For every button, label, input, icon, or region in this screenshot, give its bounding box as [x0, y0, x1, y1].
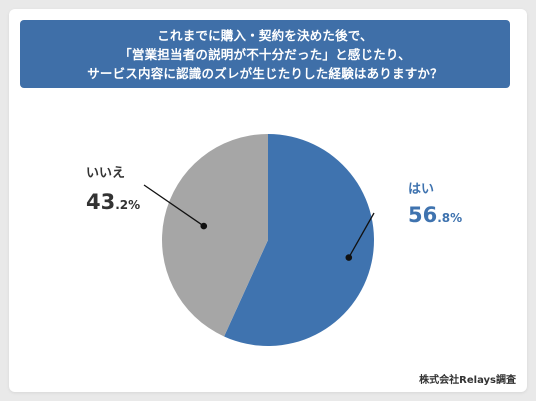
leader-line-1 [348, 212, 375, 258]
chart-title-banner: これまでに購入・契約を決めた後で、 「営業担当者の説明が不十分だった」と感じたり… [20, 20, 510, 88]
slice-label-1: はい [408, 182, 434, 197]
source-credit: 株式会社Relays調査 [419, 375, 516, 386]
pie-slice-2 [162, 134, 268, 337]
chart-title-line-2: 「営業担当者の説明が不十分だった」と感じたり、 [119, 46, 411, 62]
slice-value-2: 43.2% [86, 190, 140, 214]
leader-line-2 [143, 184, 205, 227]
chart-title-line-1: これまでに購入・契約を決めた後で、 [157, 27, 373, 43]
leader-dot-2 [200, 222, 208, 230]
slice-label-2: いいえ [86, 166, 125, 181]
chart-title-line-3: サービス内容に認識のズレが生じたりした経験はありますか？ [87, 65, 443, 81]
pie-slice-1 [224, 134, 375, 347]
leader-dot-1 [345, 254, 353, 261]
slice-value-1: 56.8% [408, 203, 462, 227]
